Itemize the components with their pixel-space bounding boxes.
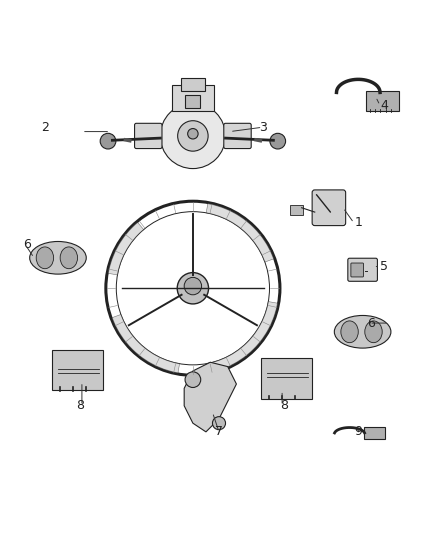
Ellipse shape (36, 247, 53, 269)
FancyBboxPatch shape (290, 205, 303, 215)
Circle shape (177, 272, 208, 304)
Ellipse shape (341, 321, 358, 343)
Ellipse shape (334, 316, 391, 348)
Circle shape (178, 120, 208, 151)
Polygon shape (112, 314, 180, 373)
Text: 6: 6 (24, 238, 32, 251)
Polygon shape (184, 362, 237, 432)
Ellipse shape (365, 321, 382, 343)
Text: 9: 9 (354, 425, 362, 438)
Polygon shape (108, 222, 144, 275)
Ellipse shape (30, 241, 86, 274)
FancyBboxPatch shape (185, 95, 200, 108)
FancyBboxPatch shape (348, 258, 378, 281)
FancyBboxPatch shape (52, 350, 103, 390)
Circle shape (185, 372, 201, 387)
Text: 8: 8 (280, 399, 288, 412)
Circle shape (160, 103, 226, 168)
FancyBboxPatch shape (181, 78, 205, 91)
FancyBboxPatch shape (312, 190, 346, 225)
Polygon shape (206, 302, 278, 373)
Text: 3: 3 (258, 121, 266, 134)
FancyBboxPatch shape (224, 123, 251, 149)
Circle shape (270, 133, 286, 149)
Ellipse shape (60, 247, 78, 269)
Text: 6: 6 (367, 317, 375, 329)
FancyBboxPatch shape (134, 123, 162, 149)
FancyBboxPatch shape (366, 91, 399, 111)
Text: 1: 1 (354, 216, 362, 230)
Text: 8: 8 (76, 399, 84, 412)
FancyBboxPatch shape (351, 263, 364, 277)
Text: 2: 2 (41, 121, 49, 134)
Text: 5: 5 (380, 260, 389, 273)
Polygon shape (206, 204, 274, 262)
Circle shape (100, 133, 116, 149)
FancyBboxPatch shape (261, 358, 312, 399)
Circle shape (212, 417, 226, 430)
Circle shape (184, 277, 201, 295)
FancyBboxPatch shape (364, 426, 385, 439)
Text: 7: 7 (215, 425, 223, 438)
Text: 4: 4 (381, 99, 389, 112)
FancyBboxPatch shape (172, 85, 214, 111)
Circle shape (187, 128, 198, 139)
